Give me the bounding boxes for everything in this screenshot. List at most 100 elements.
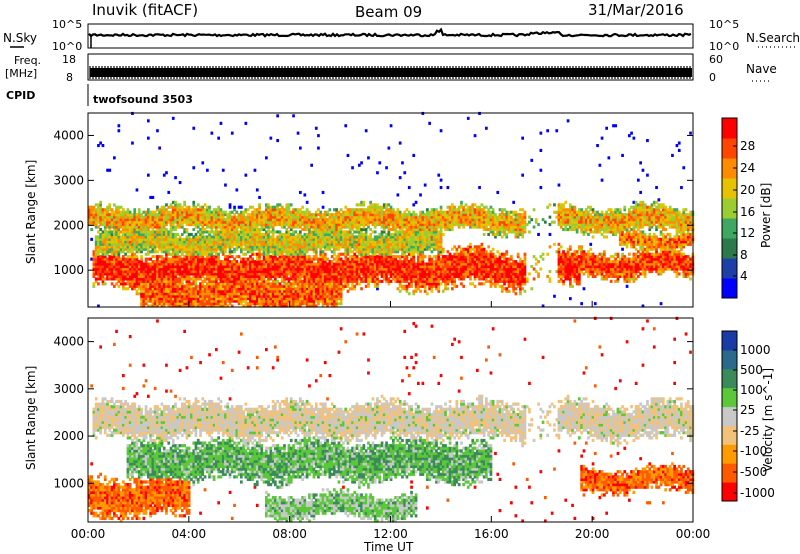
power-cell: [326, 257, 329, 261]
power-cell: [382, 203, 386, 207]
power-cell: [126, 213, 130, 217]
power-cell: [156, 230, 159, 234]
power-cell: [128, 213, 132, 217]
power-cell: [153, 262, 157, 266]
power-cell: [94, 240, 98, 244]
power-cell: [144, 242, 148, 246]
power-cell: [133, 282, 137, 286]
power-cell: [299, 190, 302, 194]
power-cell: [133, 210, 137, 214]
power-cell: [97, 260, 100, 264]
power-cell: [101, 242, 105, 246]
power-cell: [119, 242, 123, 246]
power-cell: [94, 218, 98, 222]
power-cell: [133, 262, 137, 266]
power-cell: [97, 242, 100, 246]
power-cell: [126, 265, 130, 269]
power-cell: [165, 215, 168, 219]
power-cell: [160, 237, 164, 241]
power-cell: [244, 257, 248, 261]
power-cell: [131, 141, 134, 145]
power-cell: [140, 302, 143, 306]
power-cell: [156, 272, 159, 276]
power-cell: [103, 282, 107, 286]
power-cell: [158, 213, 161, 217]
power-cell: [160, 284, 164, 288]
power-cell: [389, 205, 393, 209]
power-cell: [131, 223, 134, 227]
power-cell: [122, 213, 125, 217]
power-cell: [296, 208, 300, 212]
power-cell: [92, 257, 96, 261]
power-cell: [147, 210, 150, 214]
power-cell: [131, 240, 134, 244]
power-cell: [137, 242, 141, 246]
power-cell: [137, 220, 141, 224]
power-cell: [115, 265, 118, 269]
power-cell: [140, 294, 143, 298]
power-cell: [117, 210, 121, 214]
power-cell: [133, 284, 137, 288]
power-cell: [167, 257, 171, 261]
power-cell: [158, 223, 161, 227]
power-cell: [128, 284, 132, 288]
power-cell: [140, 270, 143, 274]
power-cell: [137, 277, 141, 281]
power-cell: [128, 215, 132, 219]
power-cell: [108, 203, 112, 207]
power-cell: [124, 235, 127, 239]
power-cell: [119, 237, 123, 241]
power-cell: [151, 265, 155, 269]
power-cell: [373, 230, 377, 234]
nsearch-label: N.Search: [746, 31, 800, 45]
power-cell: [108, 272, 112, 276]
power-cell: [94, 245, 98, 249]
power-cell: [99, 277, 102, 281]
power-cell: [147, 240, 150, 244]
power-cell: [131, 257, 134, 261]
power-cell: [144, 302, 148, 306]
date-title: 31/Mar/2016: [588, 1, 684, 19]
power-cell: [162, 230, 166, 234]
power-cell: [117, 235, 121, 239]
power-cell: [144, 294, 148, 298]
power-cell: [108, 230, 112, 234]
power-cell: [110, 257, 114, 261]
power-cell: [106, 260, 109, 264]
power-cell: [287, 277, 291, 281]
power-cell: [113, 220, 116, 224]
power-cell: [90, 237, 93, 241]
power-cell: [108, 270, 112, 274]
power-cell: [110, 270, 114, 274]
power-cell: [240, 210, 243, 214]
power-cell: [167, 235, 171, 239]
power-cell: [103, 225, 107, 229]
power-cell: [94, 203, 98, 207]
freq-unit: [MHz]: [5, 67, 37, 80]
power-cell: [165, 270, 168, 274]
power-cell: [90, 215, 93, 219]
power-cell: [124, 287, 127, 291]
power-cell: [317, 134, 320, 138]
power-cell: [115, 223, 118, 227]
power-cell: [133, 232, 137, 236]
power-cell: [144, 267, 148, 271]
power-cell: [88, 220, 91, 224]
beam-title: Beam 09: [355, 3, 422, 21]
power-cell: [335, 255, 338, 259]
power-cell: [133, 265, 137, 269]
power-cell: [151, 289, 155, 293]
power-cell: [115, 220, 118, 224]
power-cell: [140, 262, 143, 266]
power-cell: [246, 213, 250, 217]
power-cell: [101, 208, 105, 212]
power-cell: [274, 237, 277, 241]
power-cell: [126, 287, 130, 291]
power-cell: [106, 213, 109, 217]
power-cell: [126, 235, 130, 239]
power-cell: [115, 262, 118, 266]
power-cell: [103, 228, 107, 232]
power-cell: [126, 242, 130, 246]
power-cell: [333, 213, 336, 217]
power-cell: [149, 257, 152, 261]
